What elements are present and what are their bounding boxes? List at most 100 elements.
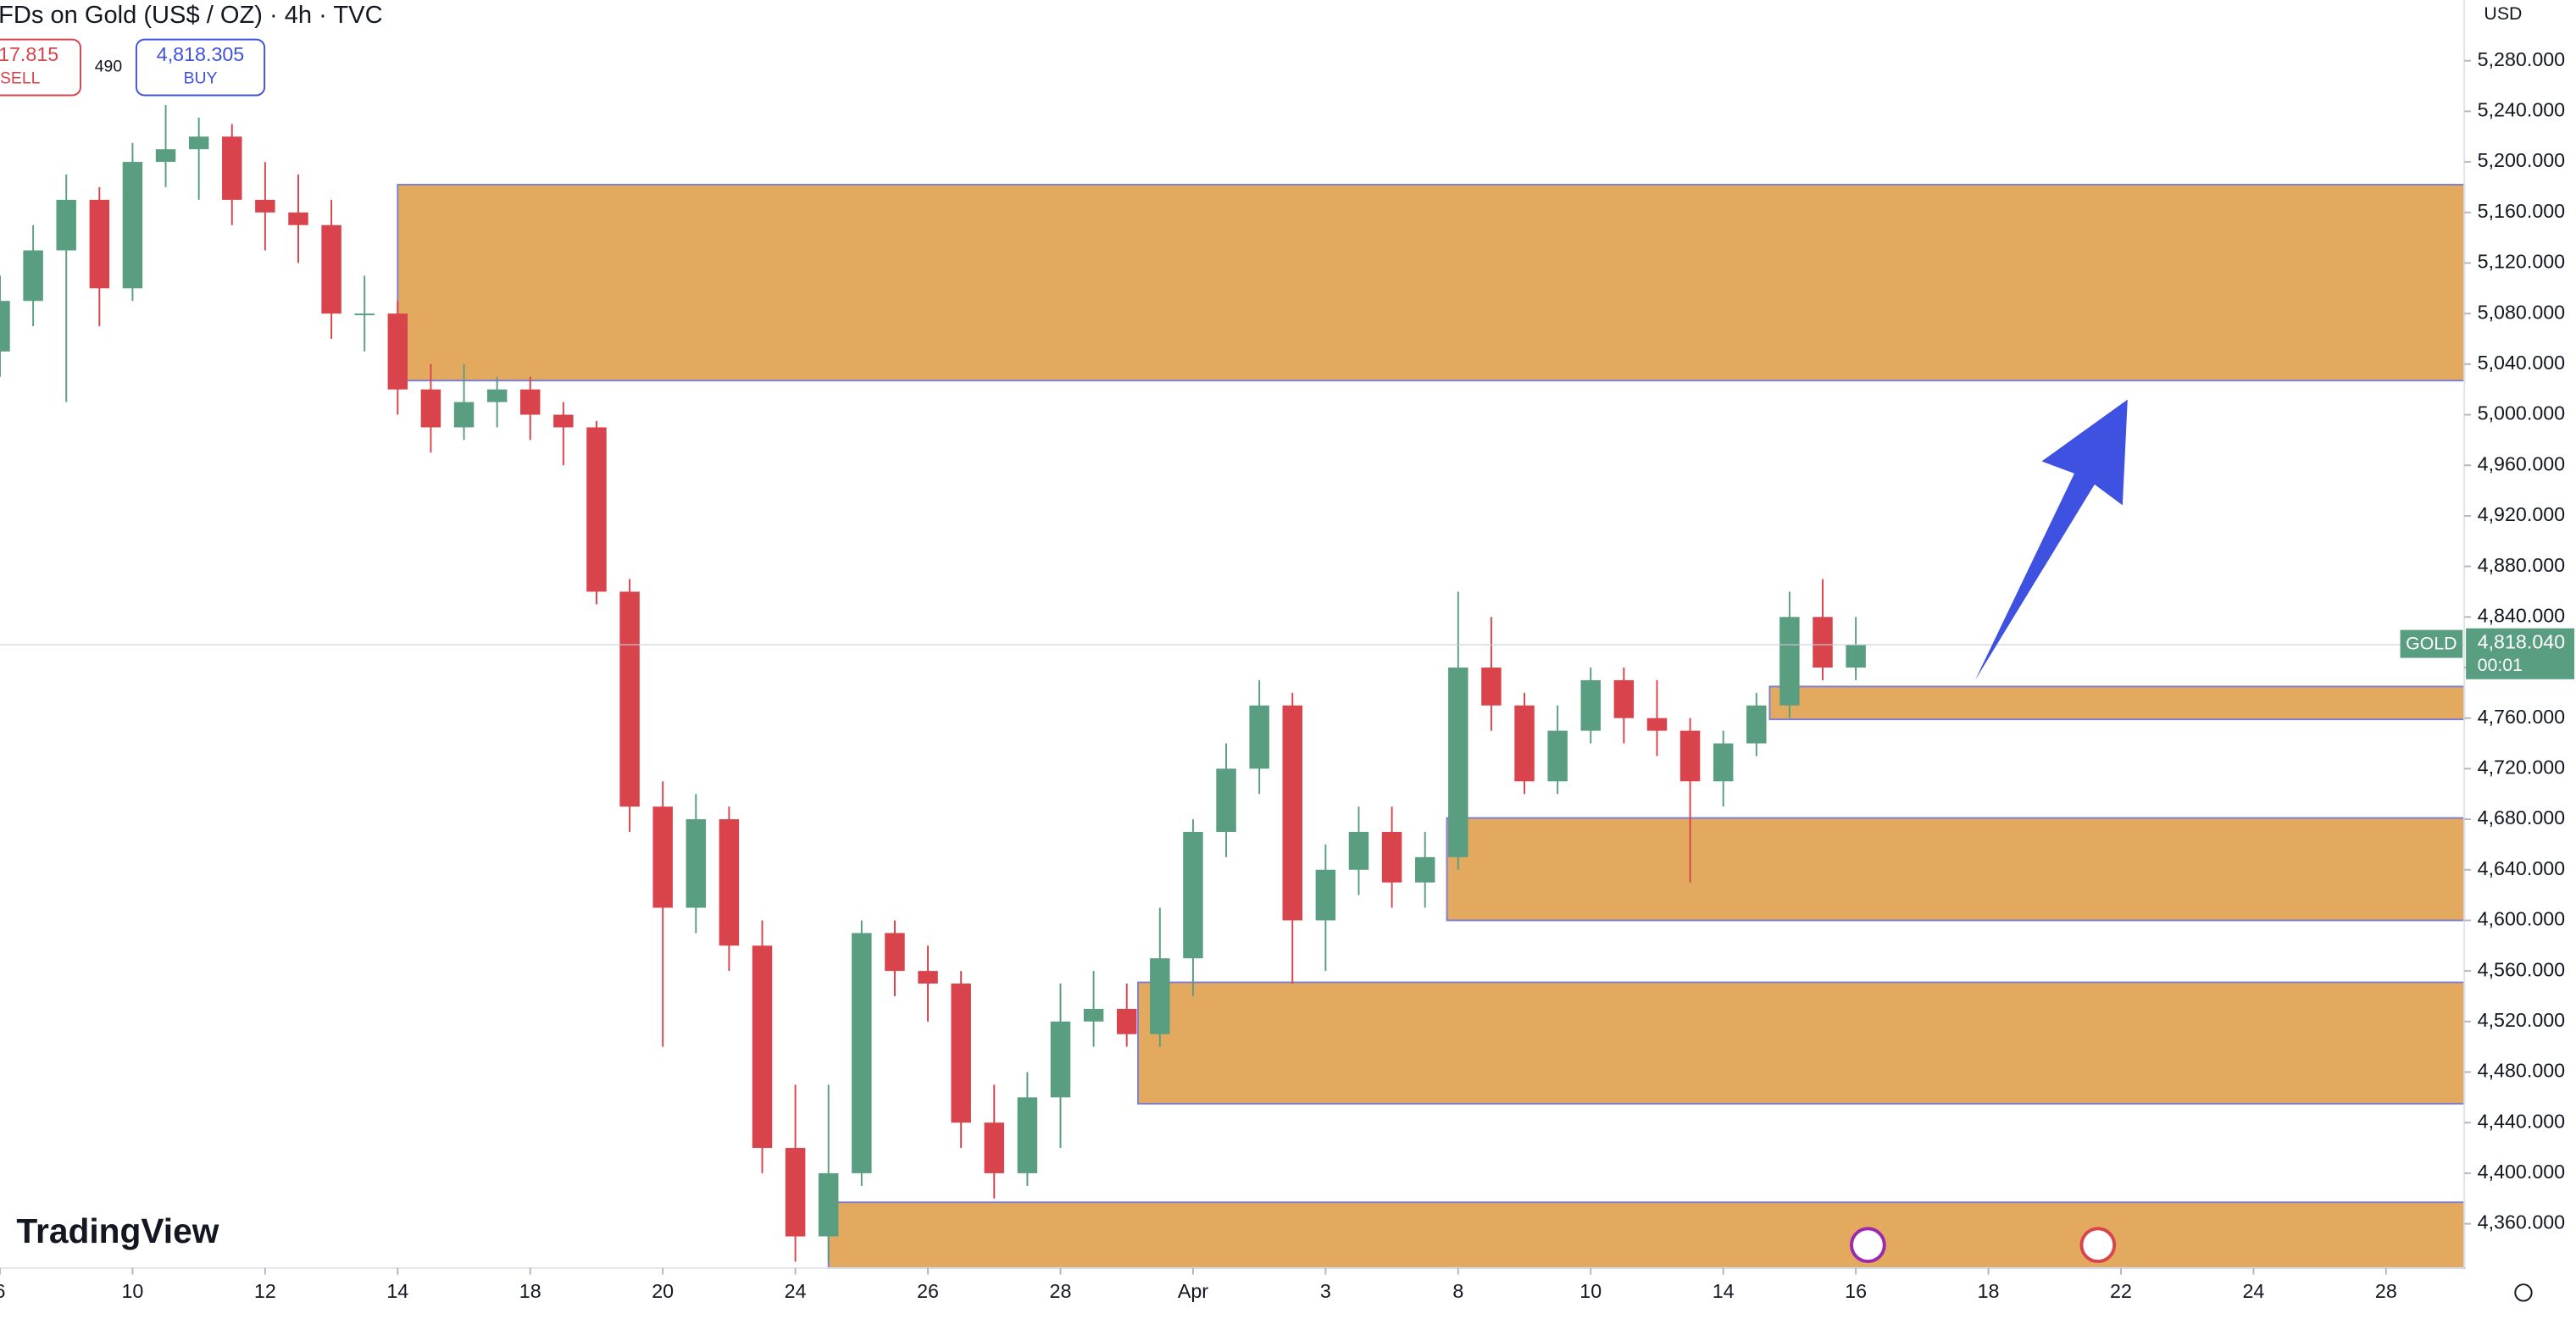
candle-body bbox=[719, 819, 740, 946]
candle-body bbox=[1315, 869, 1336, 921]
candle-body bbox=[0, 301, 10, 352]
candle-body bbox=[1547, 730, 1568, 782]
supply-demand-zone bbox=[1446, 817, 2466, 922]
symbol-tag bbox=[2400, 629, 2463, 658]
x-tick-label: 24 bbox=[785, 1280, 807, 1302]
settings-icon[interactable] bbox=[2514, 1283, 2533, 1302]
x-tick-label: 8 bbox=[1452, 1280, 1463, 1302]
candle-body bbox=[288, 212, 308, 225]
chart-title: FDs on Gold (US$ / OZ) · 4h · TVC bbox=[0, 2, 383, 29]
x-tick-label: 12 bbox=[254, 1280, 276, 1302]
y-tick-label: 4,840.000 bbox=[2478, 604, 2566, 626]
candle-body bbox=[155, 149, 176, 163]
candle-body bbox=[1249, 705, 1269, 769]
candle-body bbox=[1116, 1008, 1137, 1034]
candle-body bbox=[918, 971, 938, 984]
candle-body bbox=[586, 427, 607, 592]
y-tick-label: 4,600.000 bbox=[2478, 908, 2566, 930]
y-tick-label: 4,440.000 bbox=[2478, 1110, 2566, 1132]
candle-body bbox=[387, 313, 408, 390]
candle-body bbox=[1348, 831, 1369, 870]
x-tick-label: 20 bbox=[652, 1280, 674, 1302]
candle-body bbox=[1646, 718, 1668, 731]
candle-body bbox=[1216, 768, 1236, 832]
candle-body bbox=[852, 933, 872, 1173]
candle-body bbox=[984, 1122, 1005, 1173]
y-tick-label: 5,080.000 bbox=[2478, 301, 2566, 323]
candle-body bbox=[23, 250, 43, 302]
sell-button[interactable] bbox=[0, 38, 81, 97]
y-tick-label: 4,960.000 bbox=[2478, 452, 2566, 474]
event-icon[interactable] bbox=[2079, 1227, 2117, 1263]
candle-body bbox=[453, 402, 475, 428]
y-tick-label: 4,400.000 bbox=[2478, 1161, 2566, 1183]
buy-button[interactable] bbox=[135, 38, 266, 97]
x-tick-label: 14 bbox=[1713, 1280, 1735, 1302]
candle-body bbox=[321, 224, 341, 314]
candle-body bbox=[1846, 645, 1866, 668]
candle-body bbox=[89, 199, 110, 289]
x-tick-label: 3 bbox=[1320, 1280, 1331, 1302]
candle-body bbox=[885, 933, 905, 972]
candle-body bbox=[818, 1172, 839, 1237]
candle-body bbox=[1813, 617, 1833, 668]
y-tick-label: 5,280.000 bbox=[2478, 48, 2566, 70]
candle-body bbox=[354, 313, 375, 316]
candle-body bbox=[1580, 679, 1601, 731]
x-tick-label: 16 bbox=[1845, 1280, 1867, 1302]
candle-body bbox=[553, 414, 574, 428]
candle-body bbox=[520, 389, 541, 415]
y-tick-label: 4,360.000 bbox=[2478, 1211, 2566, 1233]
x-tick-label: 24 bbox=[2242, 1280, 2264, 1302]
buy-label: BUY bbox=[184, 69, 218, 87]
candle-body bbox=[1746, 705, 1767, 744]
y-tick-label: 4,720.000 bbox=[2478, 756, 2566, 779]
candle-body bbox=[1381, 831, 1402, 883]
candle-body bbox=[951, 984, 971, 1123]
y-tick-label: 5,240.000 bbox=[2478, 99, 2566, 121]
y-tick-label: 5,040.000 bbox=[2478, 352, 2566, 374]
plot-area bbox=[0, 104, 2466, 1269]
y-tick-label: 4,880.000 bbox=[2478, 554, 2566, 576]
candle-body bbox=[122, 162, 143, 289]
sell-price: 17.815 bbox=[0, 43, 58, 65]
candle-body bbox=[255, 199, 275, 213]
x-tick-label: 28 bbox=[1050, 1280, 1072, 1302]
supply-demand-zone bbox=[1137, 981, 2466, 1105]
sell-label: SELL bbox=[0, 69, 41, 87]
price-tag bbox=[2466, 628, 2575, 679]
x-tick-label: 10 bbox=[121, 1280, 143, 1302]
y-tick-label: 4,480.000 bbox=[2478, 1060, 2566, 1082]
candle-body bbox=[1150, 958, 1170, 1034]
candle-body bbox=[1183, 831, 1203, 959]
x-tick-label: 28 bbox=[2375, 1280, 2397, 1302]
candle-body bbox=[1083, 1008, 1104, 1022]
candle-body bbox=[1679, 730, 1701, 782]
y-tick-label: 5,160.000 bbox=[2478, 200, 2566, 222]
candle-body bbox=[188, 136, 209, 150]
x-tick-label: Apr bbox=[1178, 1280, 1208, 1302]
x-tick-label: 18 bbox=[1978, 1280, 2000, 1302]
candle-body bbox=[1514, 705, 1535, 782]
candle-body bbox=[1613, 679, 1635, 718]
candle-body bbox=[1481, 667, 1502, 706]
event-icon[interactable] bbox=[1850, 1227, 1886, 1263]
y-tick-label: 5,120.000 bbox=[2478, 251, 2566, 273]
candle-body bbox=[785, 1148, 806, 1237]
candle-body bbox=[1414, 856, 1435, 883]
candle-body bbox=[652, 806, 673, 908]
supply-demand-zone bbox=[397, 183, 2466, 382]
candle-body bbox=[420, 389, 441, 428]
candle-body bbox=[1050, 1021, 1071, 1098]
countdown: 00:01 bbox=[2478, 655, 2523, 675]
candle-body bbox=[1779, 617, 1800, 706]
candle-body bbox=[1448, 667, 1468, 857]
candle-body bbox=[1713, 743, 1734, 782]
candle-body bbox=[752, 945, 773, 1149]
spread: 490 bbox=[95, 58, 123, 76]
y-tick-label: 4,920.000 bbox=[2478, 503, 2566, 525]
candle-body bbox=[486, 389, 508, 402]
x-tick-label: 26 bbox=[917, 1280, 939, 1302]
price-tag-label: 4,818.040 bbox=[2478, 630, 2566, 652]
y-tick-label: 4,560.000 bbox=[2478, 958, 2566, 980]
